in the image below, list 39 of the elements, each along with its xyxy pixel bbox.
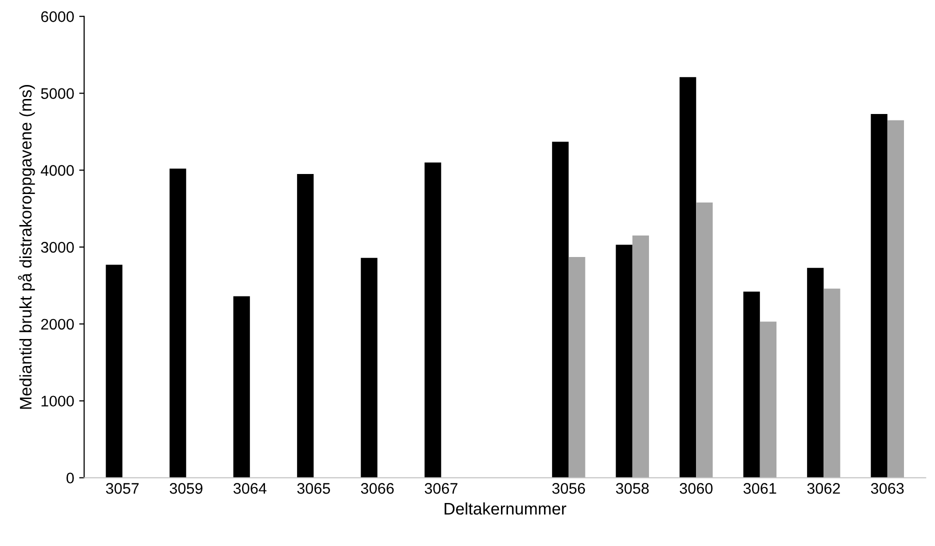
bar (680, 77, 696, 478)
x-tick-label: 3066 (360, 483, 394, 494)
x-axis-title: Deltakernummer (444, 502, 566, 515)
bar (743, 292, 760, 478)
x-tick-label: 3061 (743, 483, 776, 494)
x-tick-label: 3056 (552, 483, 585, 494)
y-tick-label: 1000 (42, 396, 74, 407)
bar (616, 244, 632, 478)
bar (696, 202, 713, 478)
bar (887, 120, 904, 478)
y-tick-label: 0 (66, 472, 74, 484)
bar (870, 114, 888, 478)
bar (360, 258, 378, 478)
bar (807, 268, 824, 478)
bar (632, 236, 649, 478)
bar (760, 322, 776, 478)
bar (568, 257, 586, 478)
bar (297, 174, 314, 478)
x-tick-label: 3057 (106, 483, 139, 494)
x-tick-label: 3065 (297, 483, 330, 494)
x-tick-label: 3062 (807, 483, 840, 494)
x-tick-label: 3067 (424, 483, 458, 494)
bar (106, 264, 122, 478)
bar (233, 296, 250, 478)
x-tick-label: 3059 (170, 483, 202, 494)
y-tick-label: 6000 (41, 11, 74, 22)
x-tick-label: 3060 (680, 483, 713, 494)
y-tick-label: 2000 (41, 318, 74, 330)
bar (170, 168, 186, 478)
bar (552, 142, 569, 478)
x-tick-label: 3063 (870, 483, 904, 494)
x-tick-label: 3064 (233, 483, 266, 494)
y-tick-label: 4000 (40, 165, 74, 176)
x-tick-label: 3058 (616, 483, 649, 494)
bar (424, 162, 442, 478)
y-tick-label: 5000 (41, 88, 74, 99)
y-axis-title: Mediantid brukt på distrakoroppgavene (ms) (18, 85, 35, 409)
y-tick-label: 3000 (41, 242, 74, 253)
bar (824, 288, 840, 478)
